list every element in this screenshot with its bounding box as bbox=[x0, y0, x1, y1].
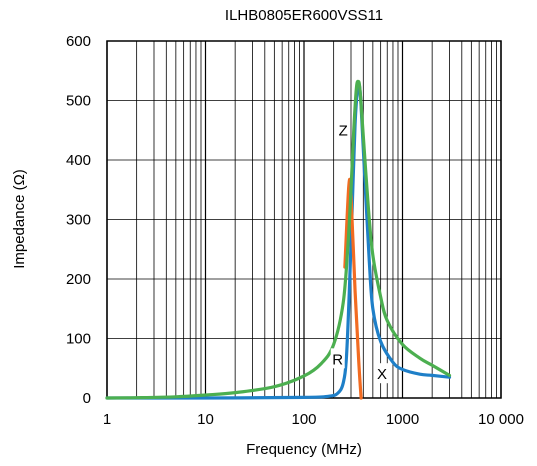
x-tick-label: 10 000 bbox=[478, 411, 524, 428]
y-tick-label: 200 bbox=[66, 271, 91, 288]
y-tick-label: 500 bbox=[66, 93, 91, 110]
curves bbox=[105, 79, 452, 400]
curve-label-r: R bbox=[332, 351, 343, 368]
y-tick-label: 600 bbox=[66, 33, 91, 50]
y-tick-label: 400 bbox=[66, 152, 91, 169]
y-tick-label: 0 bbox=[83, 390, 91, 407]
grid bbox=[106, 40, 502, 399]
curve-labels: Z R X bbox=[330, 119, 390, 384]
y-tick-label: 300 bbox=[66, 212, 91, 229]
y-tick-labels: 0 100 200 300 400 500 600 bbox=[66, 33, 91, 407]
x-tick-labels: 1 10 100 1000 10 000 bbox=[103, 411, 524, 428]
curve-label-bg bbox=[336, 119, 351, 140]
y-axis-label: Impedance (Ω) bbox=[11, 169, 28, 269]
y-tick-label: 100 bbox=[66, 331, 91, 348]
curve-label-bg bbox=[330, 348, 345, 369]
x-tick-label: 10 bbox=[197, 411, 214, 428]
curve-label-x: X bbox=[377, 366, 387, 383]
curve-label-bg bbox=[375, 363, 390, 384]
series-line-r bbox=[343, 177, 363, 400]
x-tick-label: 1000 bbox=[386, 411, 419, 428]
x-tick-label: 100 bbox=[291, 411, 316, 428]
curve-label-z: Z bbox=[339, 122, 348, 139]
series-line-z bbox=[105, 79, 452, 400]
x-tick-label: 1 bbox=[103, 411, 111, 428]
chart-title: ILHB0805ER600VSS11 bbox=[225, 7, 383, 24]
x-axis-label: Frequency (MHz) bbox=[246, 441, 362, 458]
